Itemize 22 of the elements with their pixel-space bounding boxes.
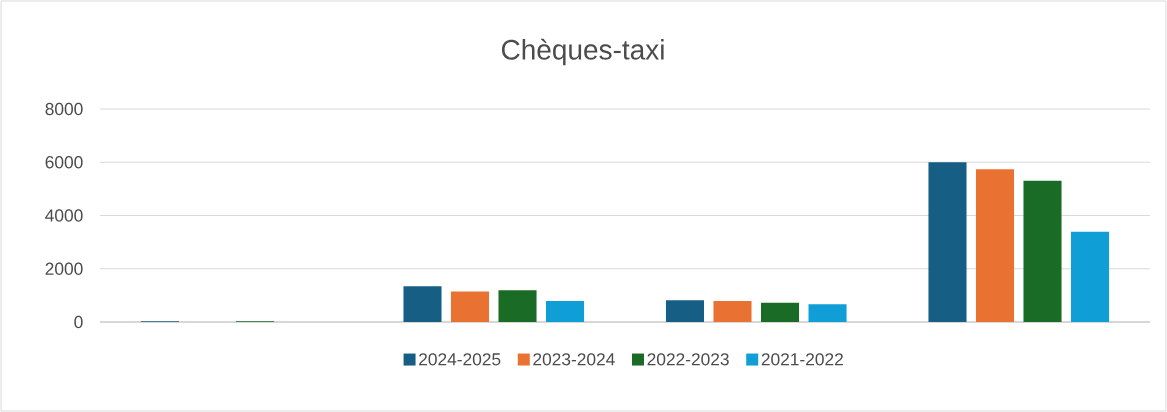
bar — [1023, 180, 1062, 322]
chart-title: Chèques-taxi — [501, 38, 664, 66]
legend-label: 2024-2025 — [419, 353, 501, 366]
legend-label: 2023-2024 — [533, 353, 615, 366]
bar — [760, 302, 800, 322]
bar — [450, 291, 490, 322]
y-tick-label: 4000 — [45, 209, 83, 222]
bar — [975, 169, 1015, 322]
bar — [665, 300, 705, 322]
bar — [545, 300, 585, 322]
legend-label: 2021-2022 — [761, 353, 843, 366]
bar — [928, 162, 967, 322]
y-tick-label: 2000 — [45, 262, 83, 275]
legend-label: 2022-2023 — [647, 353, 729, 366]
bar — [1070, 231, 1110, 322]
bar — [403, 286, 442, 322]
bar — [498, 290, 537, 322]
y-tick-label: 0 — [74, 315, 83, 329]
y-tick-label: 6000 — [45, 156, 83, 169]
bar — [808, 304, 847, 322]
bar — [713, 300, 752, 322]
y-tick-label: 8000 — [45, 102, 83, 116]
